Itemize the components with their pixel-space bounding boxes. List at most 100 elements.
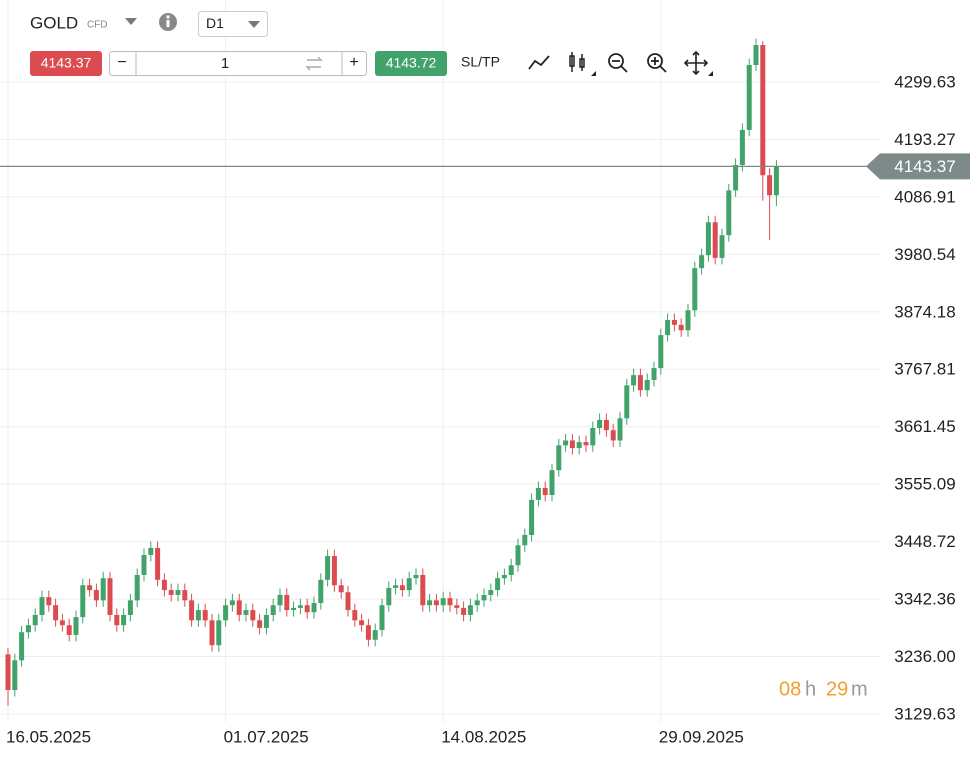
candle-body bbox=[182, 590, 188, 601]
candle-body bbox=[767, 175, 773, 196]
zoom-in-icon[interactable] bbox=[647, 53, 667, 73]
candle-body bbox=[631, 375, 637, 386]
sell-price: 4143.37 bbox=[41, 55, 92, 71]
symbol-dropdown[interactable] bbox=[125, 18, 137, 25]
y-tick-label: 3236.00 bbox=[894, 647, 955, 666]
candle-body bbox=[665, 320, 671, 336]
candle-body bbox=[393, 585, 399, 588]
candle-icon[interactable] bbox=[569, 52, 585, 72]
x-tick-label: 16.05.2025 bbox=[6, 727, 91, 746]
candle-body bbox=[617, 418, 623, 441]
candle-body bbox=[563, 440, 569, 446]
candle-body bbox=[141, 554, 147, 575]
candle-body bbox=[161, 579, 167, 591]
candle-body bbox=[270, 605, 276, 615]
candle-body bbox=[597, 419, 603, 429]
candle-body bbox=[107, 578, 113, 615]
candle-body bbox=[651, 368, 657, 380]
move-icon[interactable] bbox=[683, 50, 709, 76]
candle-body bbox=[719, 235, 725, 258]
candle-body bbox=[712, 222, 718, 258]
candle-body bbox=[311, 603, 317, 613]
candle-body bbox=[746, 65, 752, 130]
candle-body bbox=[535, 487, 541, 500]
candle-body bbox=[467, 605, 473, 615]
candle-body bbox=[644, 379, 650, 391]
candle-body bbox=[32, 614, 38, 626]
candle-body bbox=[134, 574, 140, 601]
candle-body bbox=[338, 585, 344, 593]
timeframe: D1 bbox=[206, 15, 224, 31]
swap-icon[interactable] bbox=[305, 56, 323, 71]
candle-body bbox=[73, 617, 79, 635]
y-tick-label: 3342.36 bbox=[894, 590, 955, 609]
sl-tp-button[interactable]: SL/TP bbox=[461, 54, 500, 70]
candle-body bbox=[331, 556, 337, 586]
candle-body bbox=[413, 574, 419, 579]
candle-body bbox=[454, 605, 460, 608]
decrease-button[interactable]: − bbox=[117, 54, 126, 71]
quantity-box bbox=[109, 51, 367, 76]
candle-body bbox=[277, 594, 283, 606]
corner-mark bbox=[591, 71, 596, 76]
candle-body bbox=[386, 587, 392, 606]
candle-body bbox=[461, 607, 467, 615]
line-chart-icon[interactable] bbox=[528, 55, 550, 70]
candle-body bbox=[590, 428, 596, 446]
candle-body bbox=[87, 585, 93, 591]
candle-body bbox=[420, 574, 426, 606]
timeframe-select[interactable] bbox=[198, 11, 268, 37]
candle-body bbox=[53, 605, 59, 621]
candle-body bbox=[148, 547, 154, 555]
candle-body bbox=[236, 600, 242, 615]
info-glyph bbox=[166, 20, 170, 27]
corner-mark bbox=[708, 71, 713, 76]
y-tick-label: 4193.27 bbox=[894, 130, 955, 149]
candle-body bbox=[481, 594, 487, 601]
candle-body bbox=[291, 607, 297, 611]
quantity[interactable]: 1 bbox=[221, 55, 229, 72]
candle-body bbox=[352, 610, 358, 621]
candle-body bbox=[726, 190, 732, 236]
candle-body bbox=[155, 547, 161, 580]
zoom-out-icon[interactable] bbox=[608, 53, 628, 73]
symbol[interactable]: GOLD bbox=[30, 13, 78, 32]
candle-body bbox=[359, 620, 365, 626]
candle-body bbox=[121, 614, 127, 626]
candle-body bbox=[66, 625, 72, 635]
y-tick-label: 3980.54 bbox=[894, 245, 955, 264]
increase-button[interactable]: + bbox=[349, 54, 358, 71]
candle-body bbox=[223, 605, 229, 621]
candle-body bbox=[39, 597, 45, 615]
sell-button[interactable] bbox=[30, 51, 102, 76]
buy-button[interactable] bbox=[375, 51, 447, 76]
candle-body bbox=[508, 565, 514, 575]
candle-body bbox=[624, 385, 630, 419]
candle-body bbox=[304, 605, 310, 613]
candle-body bbox=[297, 605, 303, 608]
current-price-label: 4143.37 bbox=[894, 157, 955, 176]
axis: 4299.63 4193.27 4086.91 3980.54 3874.18 3767.… bbox=[0, 72, 970, 746]
x-tick-label: 14.08.2025 bbox=[441, 727, 526, 746]
candle-body bbox=[284, 594, 290, 611]
candle-body bbox=[243, 610, 249, 615]
candle-body bbox=[427, 600, 433, 606]
candle-body bbox=[399, 585, 405, 591]
candle-body bbox=[569, 440, 575, 449]
candle-body bbox=[515, 545, 521, 566]
candle-body bbox=[440, 598, 446, 606]
y-tick-label: 3448.72 bbox=[894, 532, 955, 551]
timeframe-dropdown bbox=[248, 21, 260, 28]
candle-body bbox=[325, 556, 331, 580]
y-tick-label: 3874.18 bbox=[894, 302, 955, 321]
candle-body bbox=[257, 620, 263, 628]
candle-body bbox=[345, 592, 351, 611]
candle-body bbox=[19, 632, 25, 661]
candle-body bbox=[59, 620, 65, 626]
candle-body bbox=[495, 578, 501, 591]
candle-body bbox=[501, 574, 507, 579]
candle-body bbox=[610, 430, 616, 441]
y-tick-label: 3661.45 bbox=[894, 417, 955, 436]
candle-body bbox=[263, 614, 269, 628]
